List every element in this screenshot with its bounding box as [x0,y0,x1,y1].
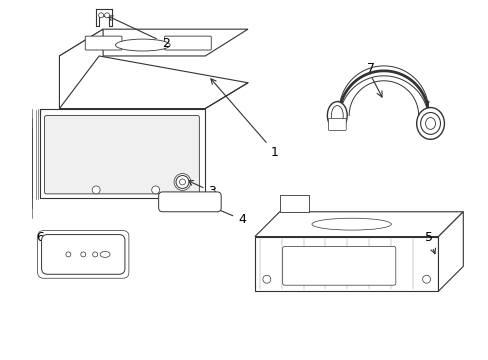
Text: 1: 1 [210,79,278,159]
Circle shape [176,176,188,188]
Ellipse shape [100,251,110,257]
Circle shape [104,13,109,18]
Ellipse shape [416,108,444,139]
Circle shape [179,179,185,185]
FancyBboxPatch shape [41,235,124,274]
Ellipse shape [115,39,170,51]
Text: 2: 2 [107,16,169,50]
Text: 3: 3 [188,181,216,198]
Polygon shape [254,237,438,291]
Ellipse shape [311,218,390,230]
Ellipse shape [326,102,346,129]
Polygon shape [60,29,103,109]
Polygon shape [279,195,309,212]
Circle shape [422,275,429,283]
Text: 7: 7 [366,62,374,75]
Circle shape [99,13,103,18]
FancyBboxPatch shape [327,118,346,130]
Circle shape [66,252,71,257]
Polygon shape [438,212,462,291]
Ellipse shape [420,113,440,134]
FancyBboxPatch shape [282,247,395,285]
Polygon shape [254,212,462,237]
Polygon shape [40,109,205,198]
Circle shape [151,186,160,194]
Circle shape [92,186,100,194]
Circle shape [81,252,85,257]
Text: 5: 5 [424,231,435,254]
FancyBboxPatch shape [158,192,221,212]
Polygon shape [60,29,247,56]
FancyBboxPatch shape [164,36,211,50]
Ellipse shape [425,117,435,129]
Circle shape [263,275,270,283]
Text: 4: 4 [203,203,245,226]
FancyBboxPatch shape [44,116,199,194]
Circle shape [93,252,98,257]
FancyBboxPatch shape [85,36,122,50]
Ellipse shape [331,105,343,125]
Text: 6: 6 [36,231,49,251]
Polygon shape [60,56,247,109]
